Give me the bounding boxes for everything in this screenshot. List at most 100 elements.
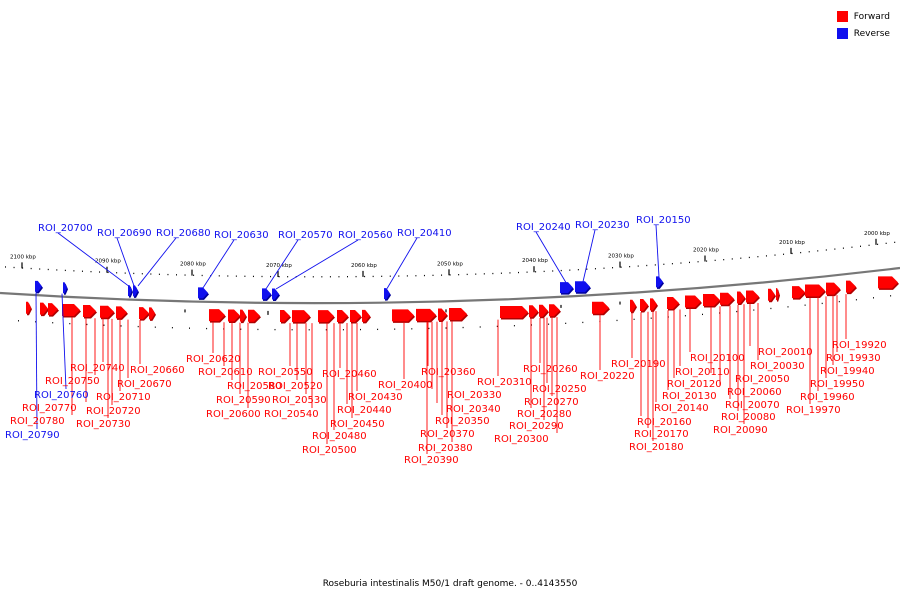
gene-label: ROI_20120 — [667, 379, 722, 390]
gene-label: ROI_20480 — [312, 431, 367, 442]
gene-label: ROI_20730 — [76, 419, 131, 430]
gene-label: ROI_20110 — [675, 367, 730, 378]
minor-tick — [479, 326, 481, 328]
minor-tick — [582, 321, 584, 324]
gene-label: ROI_20710 — [96, 392, 151, 403]
minor-tick — [753, 309, 755, 311]
scale-label: 2060 kbp — [351, 263, 377, 269]
minor-tick — [137, 325, 139, 328]
minor-tick — [560, 269, 562, 272]
gene-label: ROI_20130 — [662, 391, 717, 402]
minor-tick — [770, 307, 772, 310]
minor-tick — [577, 269, 579, 271]
minor-tick — [411, 328, 413, 330]
reverse-gene-arrow — [384, 288, 390, 300]
gene-label: ROI_20620 — [186, 354, 241, 365]
minor-tick — [252, 275, 254, 278]
minor-tick — [825, 249, 827, 251]
minor-tick — [189, 327, 190, 329]
legend-item-reverse: Reverse — [836, 26, 890, 41]
gene-label: ROI_20010 — [758, 347, 813, 358]
reverse-gene-arrow — [262, 288, 271, 300]
gene-label: ROI_20100 — [690, 353, 745, 364]
minor-tick — [612, 267, 614, 269]
minor-tick — [800, 251, 802, 254]
gene-label: ROI_20520 — [268, 381, 323, 392]
gene-label: ROI_19930 — [826, 353, 881, 364]
reverse-gene-arrow — [560, 282, 573, 294]
legend-label-reverse: Reverse — [853, 28, 890, 39]
minor-tick — [193, 274, 195, 276]
forward-gene-arrow — [48, 303, 58, 316]
minor-tick — [449, 274, 451, 276]
forward-gene-arrow — [703, 293, 720, 306]
minor-tick — [787, 306, 789, 308]
gene-label: ROI_20330 — [447, 390, 502, 401]
minor-tick — [201, 274, 203, 277]
leader-line — [137, 237, 177, 287]
minor-tick — [458, 274, 460, 276]
gene-label: ROI_20460 — [322, 369, 377, 380]
minor-tick — [154, 326, 156, 328]
gene-label: ROI_20290 — [509, 421, 564, 432]
leader-line — [655, 224, 660, 277]
minor-tick — [5, 266, 6, 268]
minor-tick — [287, 276, 289, 278]
reverse-gene-arrow — [575, 281, 590, 293]
gene-label: ROI_20310 — [477, 377, 532, 388]
minor-tick — [466, 273, 468, 276]
minor-tick — [206, 327, 208, 330]
gene-label: ROI_20400 — [378, 380, 433, 391]
forward-gene-arrow — [539, 304, 548, 317]
minor-tick — [64, 269, 66, 272]
scale-label: 2100 kbp — [10, 254, 36, 260]
minor-tick — [697, 261, 699, 263]
forward-gene-arrow — [826, 282, 840, 295]
minor-tick — [543, 270, 545, 273]
forward-gene-arrow — [805, 284, 825, 297]
minor-tick — [291, 329, 293, 331]
minor-tick — [52, 322, 54, 324]
forward-gene-arrow — [350, 309, 361, 322]
gene-label: ROI_20030 — [750, 361, 805, 372]
minor-tick — [475, 273, 477, 275]
gene-label: ROI_19970 — [786, 405, 841, 416]
gene-label: ROI_20600 — [206, 409, 261, 420]
forward-gene-arrow — [62, 304, 80, 317]
forward-gene-arrow — [318, 310, 334, 323]
minor-tick — [748, 256, 750, 259]
minor-tick — [706, 260, 708, 262]
forward-gene-arrow — [667, 296, 679, 309]
minor-tick — [873, 297, 874, 299]
minor-tick — [594, 268, 596, 270]
minor-tick — [167, 273, 169, 276]
forward-gene-arrow — [746, 290, 759, 303]
minor-tick — [394, 328, 396, 330]
forward-gene-arrow — [248, 309, 260, 322]
minor-tick — [133, 272, 135, 275]
minor-tick — [158, 273, 160, 275]
forward-gene-arrow — [792, 286, 805, 299]
gene-label: ROI_20660 — [130, 365, 185, 376]
gene-label: ROI_20690 — [97, 228, 152, 239]
gene-arrows — [26, 276, 899, 324]
forward-gene-arrow — [685, 295, 701, 308]
reverse-gene-arrow — [128, 285, 132, 297]
minor-tick — [860, 245, 861, 247]
minor-tick — [569, 269, 571, 271]
forward-gene-arrow — [362, 309, 370, 322]
minor-tick — [646, 264, 648, 267]
leader-line — [57, 232, 129, 286]
gene-label: ROI_20260 — [523, 364, 578, 375]
gene-label: ROI_20050 — [735, 374, 790, 385]
forward-gene-arrow — [83, 304, 96, 317]
minor-tick — [415, 275, 417, 277]
minor-tick — [13, 266, 15, 269]
minor-tick — [513, 325, 515, 327]
gene-label: ROI_20630 — [214, 230, 269, 241]
minor-tick — [364, 275, 366, 278]
gene-label: ROI_20250 — [532, 384, 587, 395]
forward-gene-arrow — [139, 307, 149, 320]
minor-tick — [689, 261, 690, 264]
minor-tick — [423, 274, 425, 277]
